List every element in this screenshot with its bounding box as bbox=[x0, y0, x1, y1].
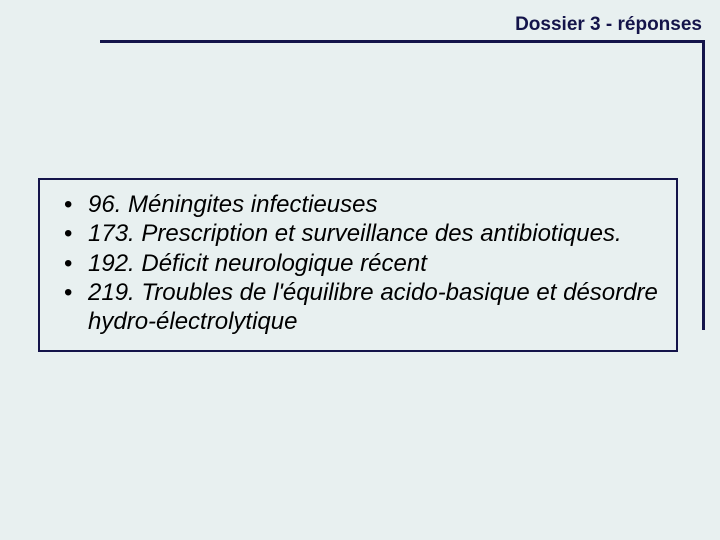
header-region: Dossier 3 - réponses bbox=[0, 0, 720, 48]
content-box: 96. Méningites infectieuses 173. Prescri… bbox=[38, 178, 678, 352]
list-item: 173. Prescription et surveillance des an… bbox=[56, 219, 660, 248]
list-item: 219. Troubles de l'équilibre acido-basiq… bbox=[56, 278, 660, 337]
header-underline bbox=[100, 40, 705, 43]
list-item: 96. Méningites infectieuses bbox=[56, 190, 660, 219]
list-item: 192. Déficit neurologique récent bbox=[56, 249, 660, 278]
header-rightbar bbox=[702, 40, 705, 330]
bullet-list: 96. Méningites infectieuses 173. Prescri… bbox=[56, 190, 660, 336]
page-title: Dossier 3 - réponses bbox=[515, 14, 702, 36]
